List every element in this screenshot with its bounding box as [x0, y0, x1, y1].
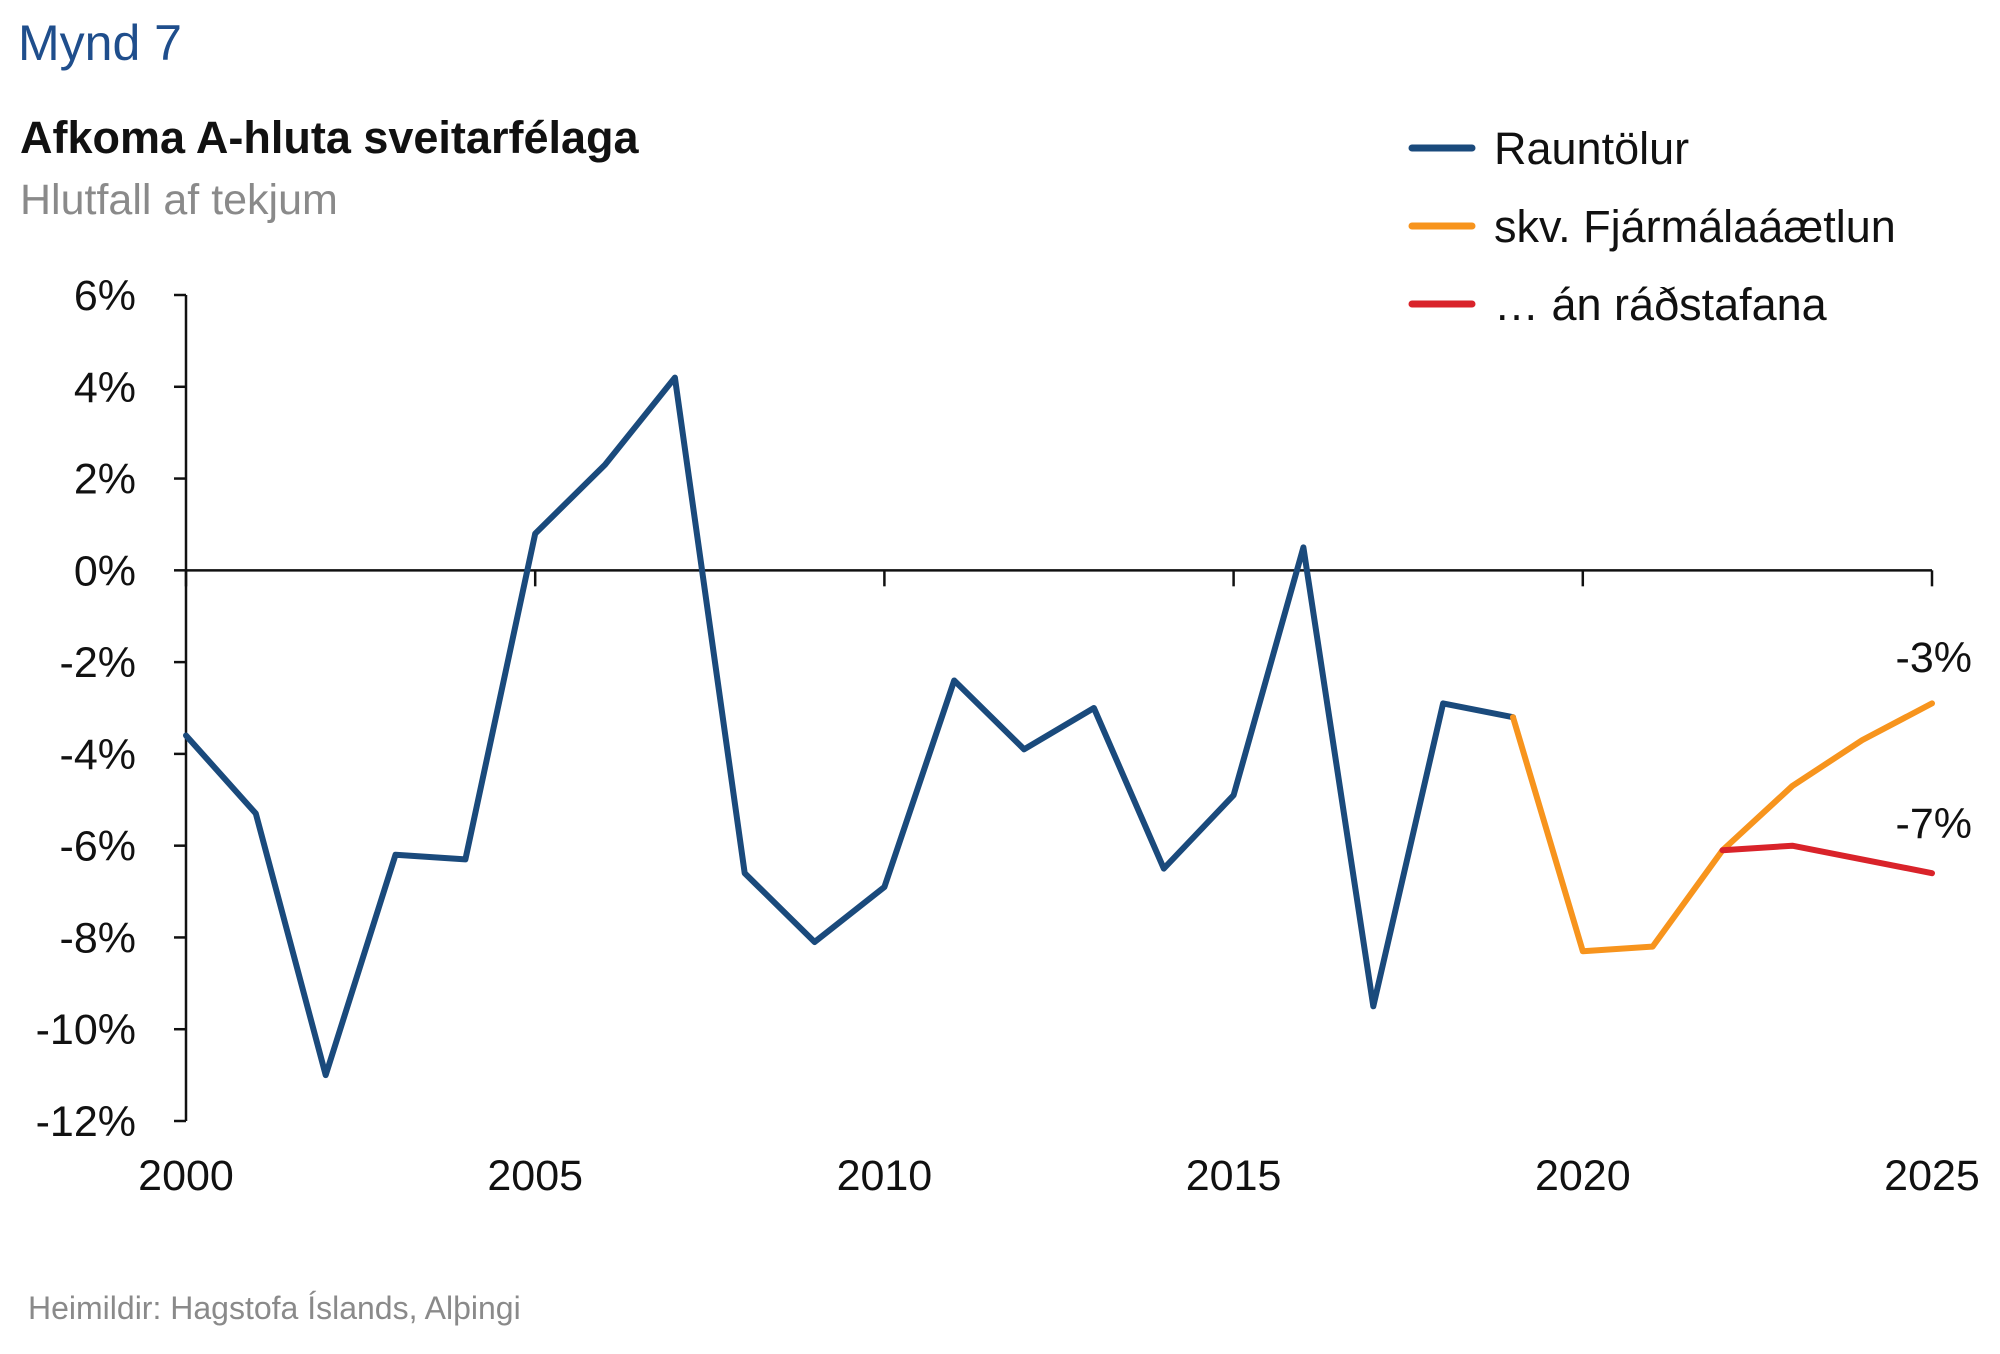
chart-legend: Rauntölur skv. Fjármálaáætlun … án ráðstaf…	[1408, 123, 1896, 330]
chart-subtitle: Hlutfall af tekjum	[20, 176, 338, 224]
series-line-0	[183, 374, 1516, 1079]
end-value-label-0: -3%	[1896, 634, 1972, 682]
x-tick-label: 2020	[1535, 1152, 1631, 1200]
chart-annotations: -3% -7%	[1896, 634, 1972, 848]
legend-label-2: … án ráðstafana	[1494, 279, 1828, 330]
y-tick-label: -4%	[60, 731, 136, 779]
y-tick-label: -6%	[60, 823, 136, 871]
y-tick-label: -8%	[60, 914, 136, 962]
y-tick-label: -2%	[60, 639, 136, 687]
series-line-1	[1510, 700, 1935, 955]
legend-label-1: skv. Fjármálaáætlun	[1494, 201, 1896, 252]
series-layer	[183, 374, 1935, 1079]
x-tick-label: 2025	[1884, 1152, 1980, 1200]
end-value-label-1: -7%	[1896, 800, 1972, 848]
chart-title: Afkoma A-hluta sveitarfélaga	[20, 112, 639, 163]
y-tick-label: 2%	[74, 456, 136, 504]
legend-label-0: Rauntölur	[1494, 123, 1689, 174]
y-tick-label: -10%	[36, 1006, 136, 1054]
source-note: Heimildir: Hagstofa Íslands, Alþingi	[28, 1290, 521, 1326]
x-tick-label: 2005	[487, 1152, 583, 1200]
x-tick-label: 2015	[1186, 1152, 1282, 1200]
y-tick-label: 4%	[74, 364, 136, 412]
y-tick-label: 6%	[74, 272, 136, 320]
x-tick-label: 2000	[138, 1152, 234, 1200]
x-tick-label: 2010	[837, 1152, 933, 1200]
y-tick-label: -12%	[36, 1098, 136, 1146]
y-tick-label: 0%	[74, 547, 136, 595]
series-line-2	[1719, 842, 1935, 877]
figure-label: Mynd 7	[18, 15, 182, 71]
chart-axes: 6% 4% 2% 0% -2% -4% -6% -8% -10% -12%2000 2005 2010…	[36, 272, 1980, 1200]
